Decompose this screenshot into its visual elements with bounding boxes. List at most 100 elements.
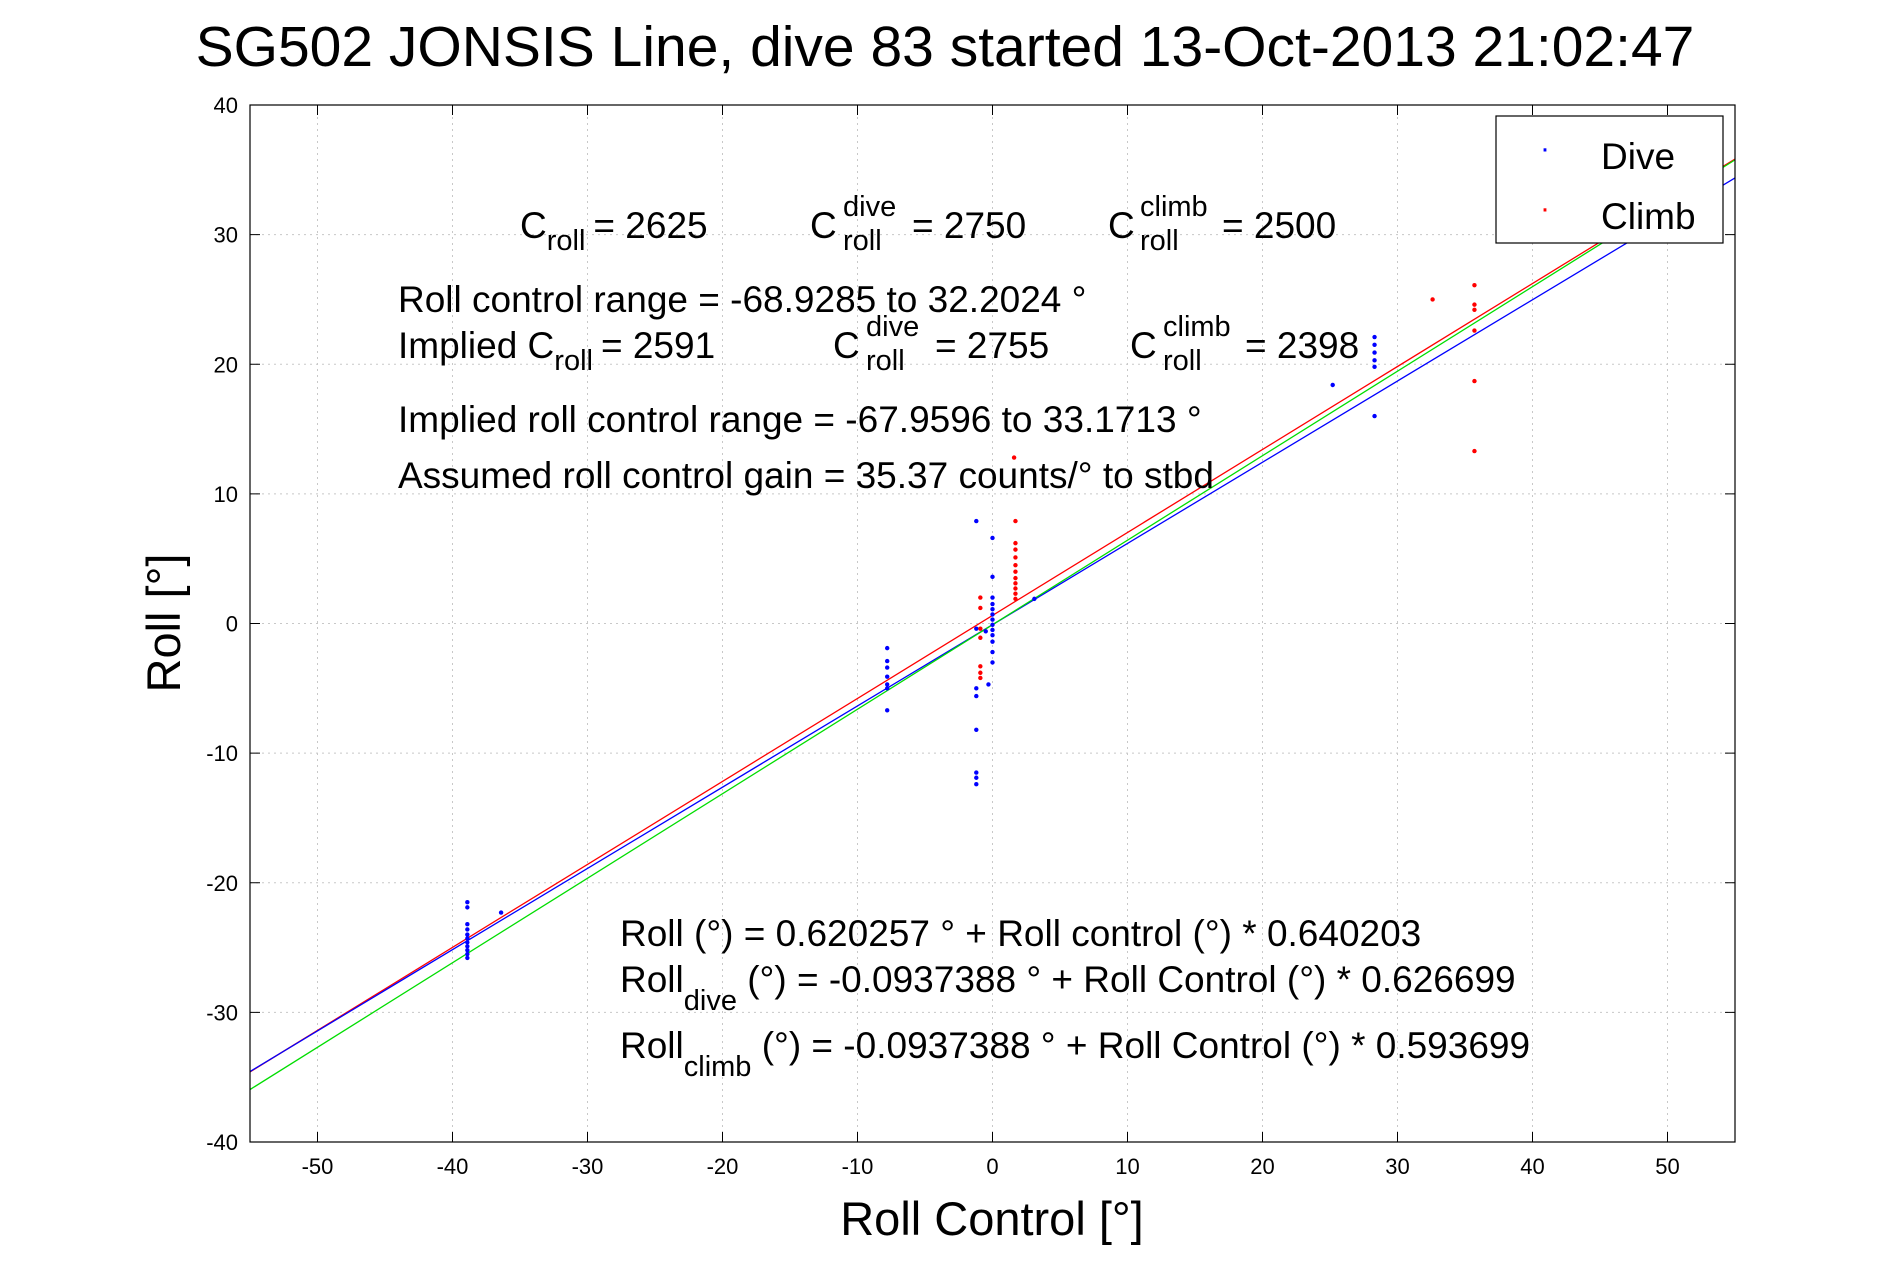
annotation-c-roll-dive-sub: roll [843, 225, 882, 257]
point-dive [465, 947, 470, 953]
point-climb [978, 664, 983, 669]
point-climb [1472, 282, 1477, 288]
annotation-implied-sub: roll [554, 345, 593, 377]
annotation-implied-dive-sub: roll [866, 345, 905, 377]
y-tick-label: 10 [214, 482, 238, 507]
point-dive [1372, 358, 1377, 363]
point-climb [1013, 596, 1018, 602]
point-climb [1013, 581, 1018, 586]
annotation-eq-climb-base: Roll [620, 1025, 684, 1066]
point-dive [1372, 334, 1377, 340]
point-dive [983, 629, 988, 634]
point-dive [990, 607, 995, 612]
y-axis-label: Roll [°] [137, 554, 190, 693]
point-climb [978, 670, 983, 675]
y-tick-label: -30 [206, 1000, 238, 1025]
annotation-implied-range: Implied roll control range = -67.9596 to… [398, 399, 1202, 440]
point-dive [990, 574, 995, 580]
annotation-c-roll-dive-value: = 2750 [912, 205, 1026, 246]
point-climb [978, 635, 983, 640]
annotation-c-roll-climb-sub: roll [1140, 225, 1179, 257]
annotation-eq-climb-sub: climb [684, 1051, 752, 1083]
legend-marker-dive: · [1540, 132, 1550, 165]
point-dive [885, 645, 890, 651]
point-dive [974, 686, 979, 691]
annotation-implied-dive-sup: dive [866, 311, 919, 343]
point-dive [465, 940, 470, 945]
point-climb [1472, 448, 1477, 454]
point-climb [1472, 302, 1477, 307]
point-dive [498, 910, 504, 915]
annotation-eq-climb-rest: (°) = -0.0937388 ° + Roll Control (°) * … [751, 1025, 1530, 1066]
point-climb [1430, 297, 1435, 302]
point-dive [990, 595, 995, 600]
point-dive [465, 936, 470, 941]
point-dive [1372, 413, 1377, 419]
point-climb [1013, 591, 1018, 596]
point-dive [465, 899, 470, 905]
point-dive [465, 927, 470, 932]
point-climb [1011, 455, 1017, 460]
point-dive [1330, 382, 1335, 388]
annotation-implied-climb-base: C [1130, 325, 1157, 366]
point-dive [465, 905, 470, 910]
point-dive [990, 612, 995, 617]
y-tick-label: -40 [206, 1130, 238, 1155]
data-points [465, 282, 1477, 961]
annotation-eq-dive-rest: (°) = -0.0937388 ° + Roll Control (°) * … [737, 959, 1516, 1000]
point-dive [986, 682, 991, 687]
point-climb [1013, 562, 1018, 568]
annotation-c-roll-base: C [520, 205, 547, 246]
point-dive [885, 708, 890, 713]
y-tick-label: 20 [214, 352, 238, 377]
point-climb [978, 595, 983, 600]
point-dive [885, 658, 890, 664]
annotation-c-roll-dive-sup: dive [843, 191, 896, 223]
annotation-implied-value: = 2591 [601, 325, 715, 366]
point-climb [1013, 555, 1018, 560]
point-dive [885, 665, 890, 670]
x-tick-label: 20 [1250, 1154, 1274, 1179]
point-dive [990, 622, 995, 627]
point-climb [1013, 540, 1018, 546]
point-dive [974, 518, 979, 524]
point-dive [1372, 364, 1377, 370]
point-dive [1032, 596, 1037, 602]
point-dive [974, 727, 979, 732]
x-tick-label: -50 [302, 1154, 334, 1179]
annotation-implied-prefix: Implied C [398, 325, 554, 366]
point-dive [885, 686, 890, 691]
annotation-gain: Assumed roll control gain = 35.37 counts… [398, 455, 1214, 496]
annotation-c-roll-climb-sup: climb [1140, 191, 1208, 223]
y-tick-label: -10 [206, 741, 238, 766]
point-dive [465, 922, 470, 927]
point-dive [990, 601, 995, 607]
point-dive [465, 932, 470, 937]
point-dive [974, 782, 979, 787]
x-tick-label: 10 [1115, 1154, 1139, 1179]
point-dive [974, 775, 979, 780]
annotation-implied-c-roll: Implied Croll = 2591 [398, 325, 715, 377]
x-tick-label: 50 [1655, 1154, 1679, 1179]
point-dive [885, 682, 890, 687]
annotation-c-roll-value: = 2625 [593, 205, 707, 246]
x-tick-label: -30 [572, 1154, 604, 1179]
legend-label-dive: Dive [1601, 136, 1675, 177]
point-dive [974, 626, 979, 631]
point-climb [1472, 307, 1477, 313]
point-climb [1013, 569, 1018, 574]
x-tick-label: 30 [1385, 1154, 1409, 1179]
x-tick-label: -10 [842, 1154, 874, 1179]
point-climb [978, 675, 983, 681]
annotation-eq-dive-sub: dive [684, 985, 737, 1017]
annotation-c-roll: Croll = 2625 [520, 205, 708, 257]
y-tick-label: 0 [226, 612, 238, 637]
x-tick-label: 40 [1520, 1154, 1544, 1179]
annotation-eq-roll: Roll (°) = 0.620257 ° + Roll control (°)… [620, 913, 1421, 954]
annotation-implied-climb-sub: roll [1163, 345, 1202, 377]
point-climb [1472, 328, 1477, 333]
point-dive [990, 617, 995, 622]
point-dive [990, 627, 995, 633]
point-climb [1013, 575, 1018, 581]
